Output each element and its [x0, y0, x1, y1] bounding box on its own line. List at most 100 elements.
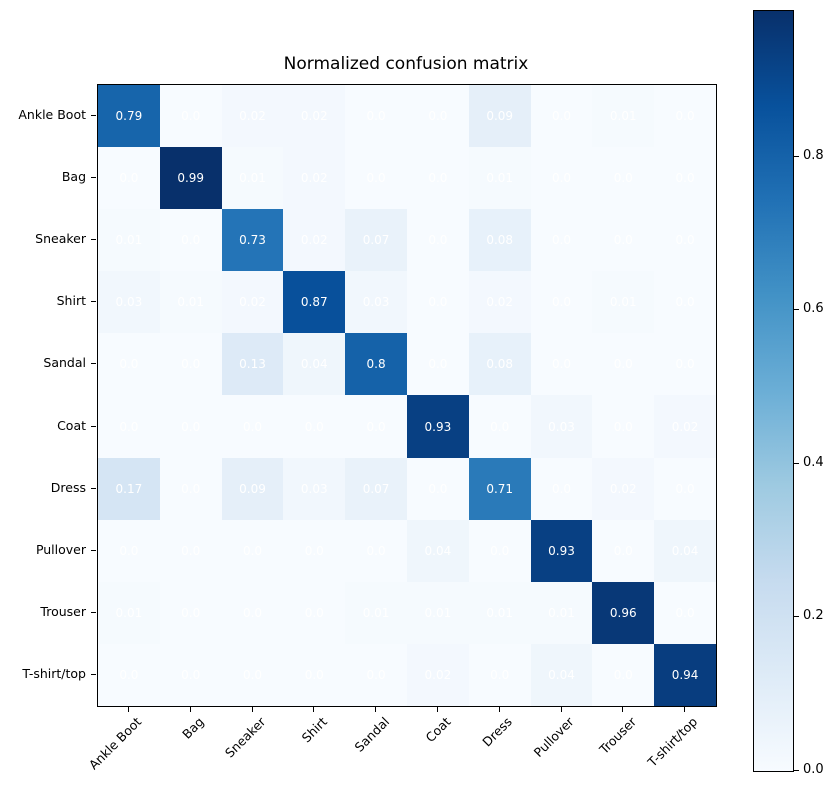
x-tick-label: Dress	[479, 714, 516, 750]
matrix-cell: 0.02	[654, 395, 716, 458]
matrix-cell: 0.04	[654, 519, 716, 582]
cell-value: 0.0	[490, 419, 510, 434]
matrix-cell: 0.0	[98, 333, 160, 396]
cell-value: 0.0	[428, 109, 448, 124]
matrix-cell: 0.99	[159, 147, 222, 210]
cell-value: 0.0	[366, 109, 386, 124]
cell-value: 0.02	[300, 109, 328, 124]
y-tick-label: Bag	[61, 169, 86, 185]
cell-value: 0.96	[609, 605, 637, 620]
matrix-cell: 0.02	[283, 85, 346, 148]
matrix-cell: 0.01	[159, 271, 222, 334]
x-tick-label: Sneaker	[221, 714, 269, 761]
matrix-cell: 0.0	[345, 395, 407, 458]
cell-value: 0.94	[671, 667, 699, 682]
cell-value: 0.0	[119, 357, 139, 372]
matrix-cell: 0.01	[592, 85, 655, 148]
x-tick-label: Bag	[178, 714, 207, 742]
matrix-cell: 0.0	[159, 457, 222, 520]
x-tick-mark	[375, 707, 376, 712]
cell-value: 0.0	[304, 667, 324, 682]
y-tick-mark	[91, 239, 96, 240]
x-tick-label: Shirt	[298, 714, 330, 746]
cell-value: 0.0	[366, 543, 386, 558]
cell-value: 0.02	[609, 481, 637, 496]
cell-value: 0.0	[119, 171, 139, 186]
cell-value: 0.0	[304, 543, 324, 558]
cell-value: 0.0	[181, 419, 201, 434]
cell-value: 0.01	[609, 109, 637, 124]
cell-value: 0.02	[300, 233, 328, 248]
cell-value: 0.04	[671, 543, 699, 558]
cell-value: 0.0	[242, 667, 263, 682]
matrix-cell: 0.0	[530, 147, 593, 210]
matrix-cell: 0.04	[283, 333, 346, 396]
matrix-cell: 0.08	[468, 209, 531, 272]
cell-value: 0.0	[613, 543, 633, 558]
cell-value: 0.0	[490, 667, 510, 682]
matrix-cell: 0.0	[530, 271, 593, 334]
matrix-cell: 0.0	[221, 581, 284, 644]
matrix-cell: 0.03	[530, 395, 593, 458]
cell-value: 0.02	[300, 171, 328, 186]
matrix-cell: 0.01	[530, 581, 593, 644]
cell-value: 0.08	[486, 357, 514, 372]
matrix-cell: 0.01	[468, 581, 531, 644]
cell-value: 0.0	[675, 481, 695, 496]
matrix-cell: 0.79	[98, 85, 160, 148]
matrix-cell: 0.01	[406, 581, 469, 644]
cell-value: 0.8	[366, 357, 386, 372]
cell-value: 0.0	[675, 357, 695, 372]
matrix-cell: 0.0	[654, 85, 716, 148]
cell-value: 0.02	[424, 667, 452, 682]
cell-value: 0.02	[671, 419, 699, 434]
matrix-cell: 0.04	[406, 519, 469, 582]
cell-value: 0.0	[181, 605, 201, 620]
matrix-cell: 0.0	[468, 519, 531, 582]
matrix-cell: 0.07	[345, 457, 407, 520]
matrix-cell: 0.02	[406, 643, 469, 706]
matrix-cell: 0.0	[283, 519, 346, 582]
cell-value: 0.0	[675, 109, 695, 124]
x-tick-label: Ankle Boot	[86, 714, 145, 773]
x-tick-mark	[190, 707, 191, 712]
matrix-cell: 0.0	[221, 395, 284, 458]
matrix-cell: 0.03	[345, 271, 407, 334]
cell-value: 0.04	[424, 543, 452, 558]
y-tick-label: Trouser	[40, 603, 86, 619]
y-tick-label: Ankle Boot	[18, 107, 86, 123]
cell-value: 0.04	[548, 667, 575, 682]
colorbar-tick-label: 0.6	[803, 301, 824, 317]
matrix-cell: 0.0	[345, 85, 407, 148]
matrix-cell: 0.01	[468, 147, 531, 210]
matrix-cell: 0.09	[468, 85, 531, 148]
cell-value: 0.0	[551, 233, 572, 248]
cell-value: 0.03	[115, 295, 143, 310]
cell-value: 0.0	[428, 357, 448, 372]
cell-value: 0.0	[551, 481, 572, 496]
matrix-cell: 0.0	[283, 395, 346, 458]
y-tick-mark	[91, 177, 96, 178]
cell-value: 0.01	[362, 605, 390, 620]
cell-value: 0.93	[548, 543, 575, 558]
cell-value: 0.0	[428, 295, 448, 310]
matrix-cell: 0.0	[468, 395, 531, 458]
cell-value: 0.0	[181, 357, 201, 372]
colorbar-tick-mark	[794, 616, 799, 617]
y-tick-label: Sandal	[43, 355, 86, 371]
cell-value: 0.0	[490, 543, 510, 558]
matrix-cell: 0.73	[221, 209, 284, 272]
heatmap-plot: 0.79 0.0 0.02 0.02 0.0 0.0 0.09 0.0 0.01 0.0 0.0 0.…	[97, 84, 717, 707]
matrix-cell: 0.01	[592, 271, 655, 334]
cell-value: 0.0	[181, 109, 201, 124]
cell-value: 0.0	[551, 109, 572, 124]
matrix-cell: 0.09	[221, 457, 284, 520]
cell-value: 0.01	[548, 605, 575, 620]
cell-value: 0.0	[181, 543, 201, 558]
colorbar-tick-label: 0.0	[803, 762, 824, 777]
cell-value: 0.93	[424, 419, 452, 434]
cell-value: 0.03	[362, 295, 390, 310]
y-tick-label: Dress	[50, 479, 86, 495]
y-tick-mark	[91, 426, 96, 427]
